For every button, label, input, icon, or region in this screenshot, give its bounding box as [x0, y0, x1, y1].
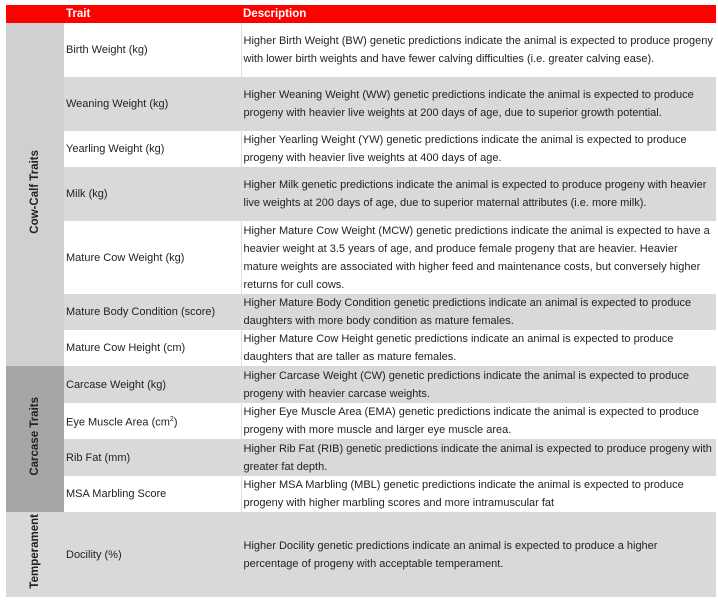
group-cell: Carcase Traits	[6, 366, 64, 512]
header-trait: Trait	[64, 5, 241, 23]
trait-cell: Mature Cow Weight (kg)	[64, 221, 242, 294]
trait-cell: Yearling Weight (kg)	[64, 131, 242, 167]
table-row: Mature Body Condition (score) Higher Matu…	[6, 294, 716, 330]
trait-name: Carcase Weight (kg)	[66, 378, 167, 391]
traits-table: Trait Description Cow-Calf Traits Birth W…	[6, 5, 716, 597]
table-row: Cow-Calf Traits Birth Weight (kg) Higher B…	[6, 23, 716, 366]
table-row: Eye Muscle Area (cm2) Higher Eye Muscle A…	[6, 403, 716, 439]
trait-name: Docility (%)	[66, 548, 122, 561]
trait-name: Rib Fat (mm)	[66, 451, 131, 464]
trait-cell: Mature Body Condition (score)	[64, 294, 242, 330]
trait-cell: MSA Marbling Score	[64, 476, 242, 512]
description-cell: Higher Eye Muscle Area (EMA) genetic pre…	[241, 403, 716, 439]
trait-cell: Mature Cow Height (cm)	[64, 330, 242, 366]
group-cell: Cow-Calf Traits	[6, 23, 64, 366]
trait-cell: Eye Muscle Area (cm2)	[64, 403, 242, 439]
table-row: Rib Fat (mm) Higher Rib Fat (RIB) genetic…	[6, 439, 716, 476]
trait-cell: Weaning Weight (kg)	[64, 77, 242, 131]
trait-name: Mature Body Condition (score)	[66, 306, 216, 318]
trait-name: Mature Cow Weight (kg)	[66, 251, 185, 264]
trait-superscript: 2	[169, 415, 174, 423]
trait-cell: Milk (kg)	[64, 167, 242, 221]
group-label: Temperament	[29, 514, 41, 589]
group-cell: Temperament	[6, 512, 64, 597]
trait-name: Milk (kg)	[66, 188, 108, 200]
description-cell: Higher Milk genetic predictions indicate…	[241, 167, 716, 221]
table-row: Mature Cow Height (cm) Higher Mature Cow …	[6, 330, 716, 366]
group-label: Carcase Traits	[29, 396, 41, 476]
trait-name: Yearling Weight (kg)	[66, 143, 165, 155]
table-row: Milk (kg) Higher Milk genetic predictions…	[6, 167, 716, 221]
description-cell: Higher Mature Cow Weight (MCW) genetic p…	[241, 221, 716, 294]
table-row: Carcase Traits Carcase Weight (kg) Higher …	[6, 366, 716, 512]
table-row: Weaning Weight (kg) Higher Weaning Weight…	[6, 77, 716, 131]
description-cell: Higher Rib Fat (RIB) genetic predictions…	[241, 439, 716, 476]
trait-name: MSA Marbling Score	[66, 488, 167, 500]
trait-name-end: )	[173, 416, 178, 429]
table-row: Yearling Weight (kg) Higher Yearling Weig…	[6, 131, 716, 167]
trait-cell: Rib Fat (mm)	[64, 439, 242, 476]
header-description: Description	[241, 5, 716, 23]
table-row: Temperament Docility (%) Higher Docility g…	[6, 512, 716, 597]
description-cell: Higher Docility genetic predictions indi…	[241, 512, 716, 597]
description-cell: Higher Yearling Weight (YW) genetic pred…	[241, 131, 716, 167]
description-cell: Higher Weaning Weight (WW) genetic predi…	[241, 77, 716, 131]
table-row: Mature Cow Weight (kg) Higher Mature Cow …	[6, 221, 716, 294]
trait-name: Mature Cow Height (cm)	[66, 342, 186, 354]
description-cell: Higher Birth Weight (BW) genetic predict…	[241, 23, 716, 77]
table-row: MSA Marbling Score Higher MSA Marbling (M…	[6, 476, 716, 512]
trait-name: Eye Muscle Area (cm	[66, 416, 170, 429]
trait-name: Birth Weight (kg)	[66, 44, 148, 56]
description-cell: Higher Mature Cow Height genetic predict…	[241, 330, 716, 366]
trait-cell: Docility (%)	[64, 512, 242, 597]
trait-name: Weaning Weight (kg)	[66, 98, 169, 110]
trait-cell: Carcase Weight (kg)	[64, 366, 242, 403]
group-label: Cow-Calf Traits	[29, 149, 41, 234]
description-cell: Higher MSA Marbling (MBL) genetic predic…	[241, 476, 716, 512]
header-group	[6, 5, 64, 23]
description-cell: Higher Carcase Weight (CW) genetic predi…	[241, 366, 716, 403]
trait-cell: Birth Weight (kg)	[64, 23, 242, 77]
description-cell: Higher Mature Body Condition genetic pre…	[241, 294, 716, 330]
header-row: Trait Description	[6, 5, 716, 23]
